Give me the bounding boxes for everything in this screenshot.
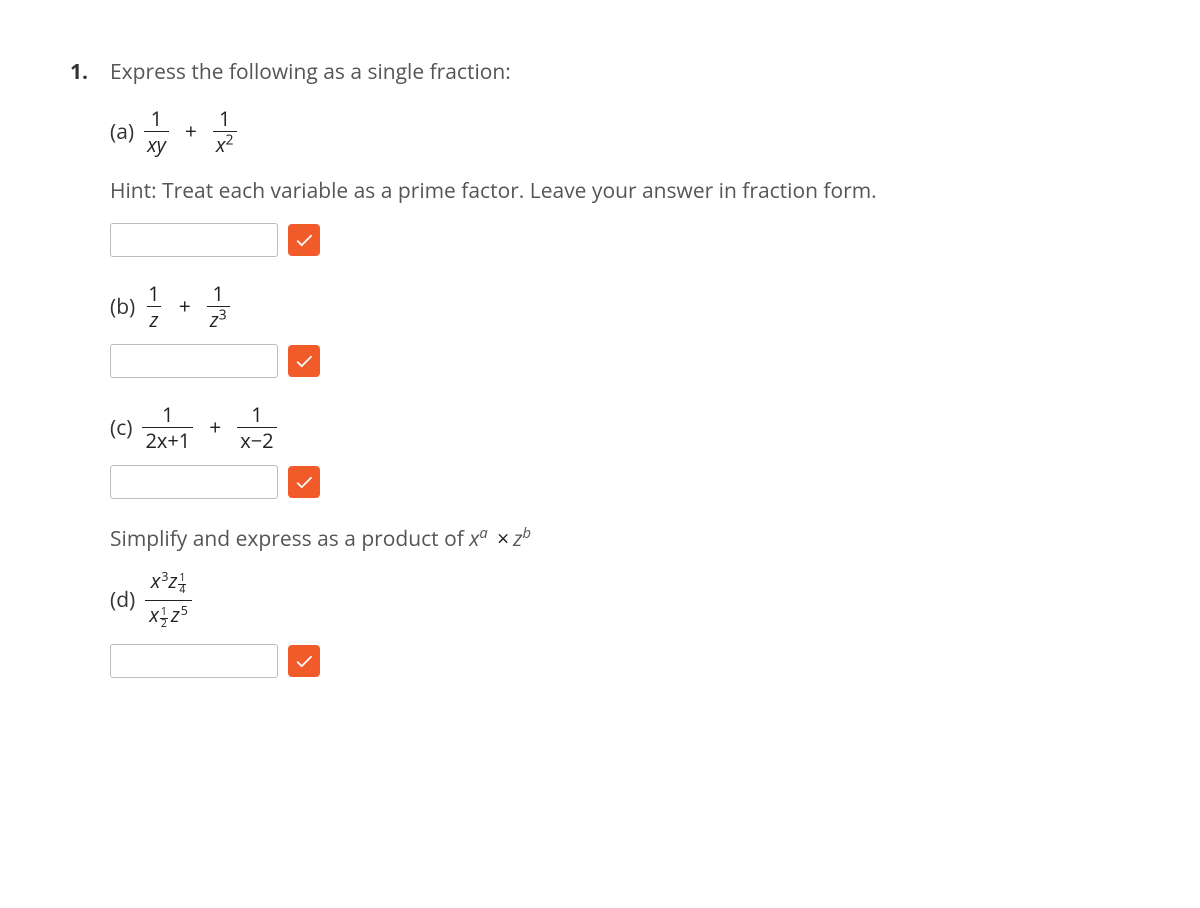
check-icon (293, 471, 315, 493)
frac-bottom: x12z5 (145, 600, 192, 630)
frac-den: z3 (207, 306, 230, 330)
part-d-label: (d) (110, 586, 135, 614)
part-b-label: (b) (110, 293, 135, 321)
check-icon (293, 229, 315, 251)
plus-operator: + (185, 118, 197, 146)
var-y: y (157, 131, 166, 158)
var-z: z (168, 571, 177, 591)
frac-num: 1 (159, 404, 176, 427)
answer-input-a[interactable] (110, 223, 278, 257)
var-z: z (210, 306, 219, 333)
frac-num: 1 (145, 283, 162, 306)
frac-num: 1 (248, 404, 265, 427)
part-b-fraction-2: 1 z3 (207, 283, 230, 330)
answer-input-d[interactable] (110, 644, 278, 678)
frac-den: z (147, 306, 162, 330)
part-b: (b) 1 z + 1 z3 (110, 283, 1200, 330)
exponent: 2 (226, 130, 234, 149)
hint-text: Hint: Treat each variable as a prime fac… (110, 177, 1200, 205)
mini-den: 4 (178, 584, 186, 595)
var-x: x (149, 605, 159, 625)
frac-num: 1 (216, 108, 233, 131)
check-button-b[interactable] (288, 345, 320, 377)
answer-input-c[interactable] (110, 465, 278, 499)
answer-row-d (110, 644, 1200, 678)
frac-den: xy (144, 131, 169, 155)
frac-top: x3z14 (147, 571, 191, 600)
term-x3: x3 (151, 571, 169, 591)
part-a-fraction-1: 1 xy (144, 108, 169, 155)
exponent: 3 (219, 305, 227, 324)
answer-input-b[interactable] (110, 344, 278, 378)
simplify-prompt: Simplify and express as a product of xa … (110, 525, 1200, 553)
plus-operator: + (209, 414, 221, 442)
exponent: 5 (181, 605, 188, 617)
exp-b: b (523, 523, 531, 543)
check-button-d[interactable] (288, 645, 320, 677)
times-operator: × (497, 525, 509, 553)
part-a-label: (a) (110, 118, 134, 146)
answer-row-b (110, 344, 1200, 378)
check-icon (293, 350, 315, 372)
part-a: (a) 1 xy + 1 x2 (110, 108, 1200, 155)
part-d-fraction: x3z14 x12z5 (145, 571, 192, 630)
frac-den: x2 (213, 131, 237, 155)
frac-num: 1 (209, 283, 226, 306)
term-z-1-4: z14 (168, 571, 186, 596)
plus-operator: + (179, 293, 191, 321)
question-number: 1. (70, 58, 94, 704)
term-x-1-2: x12 (149, 605, 168, 630)
exponent-frac: 14 (178, 571, 186, 596)
var-x: x (216, 131, 226, 158)
term-z5: z5 (171, 605, 188, 625)
part-b-fraction-1: 1 z (145, 283, 162, 330)
exponent-frac: 12 (160, 605, 168, 630)
var-x: x (469, 525, 479, 553)
den-expr: x−2 (240, 427, 273, 454)
part-d: (d) x3z14 x12z5 (110, 571, 1200, 630)
var-x: x (151, 571, 161, 591)
check-icon (293, 650, 315, 672)
question-body: Express the following as a single fracti… (110, 58, 1200, 704)
part-c-label: (c) (110, 414, 132, 442)
answer-row-a (110, 223, 1200, 257)
check-button-a[interactable] (288, 224, 320, 256)
part-c-fraction-1: 1 2x+1 (142, 404, 193, 451)
var-z: z (171, 605, 180, 625)
var-z: z (513, 525, 522, 553)
simplify-text: Simplify and express as a product of (110, 525, 469, 553)
frac-den: 2x+1 (142, 427, 193, 451)
frac-num: 1 (148, 108, 165, 131)
prompt-text: Express the following as a single fracti… (110, 58, 1200, 86)
part-a-fraction-2: 1 x2 (213, 108, 237, 155)
exp-a: a (479, 523, 487, 543)
answer-row-c (110, 465, 1200, 499)
question-container: 1. Express the following as a single fra… (70, 58, 1200, 704)
check-button-c[interactable] (288, 466, 320, 498)
frac-den: x−2 (237, 427, 276, 451)
mini-den: 2 (160, 618, 168, 629)
part-c: (c) 1 2x+1 + 1 x−2 (110, 404, 1200, 451)
part-c-fraction-2: 1 x−2 (237, 404, 276, 451)
den-expr: 2x+1 (145, 427, 190, 454)
var-x: x (147, 131, 157, 158)
